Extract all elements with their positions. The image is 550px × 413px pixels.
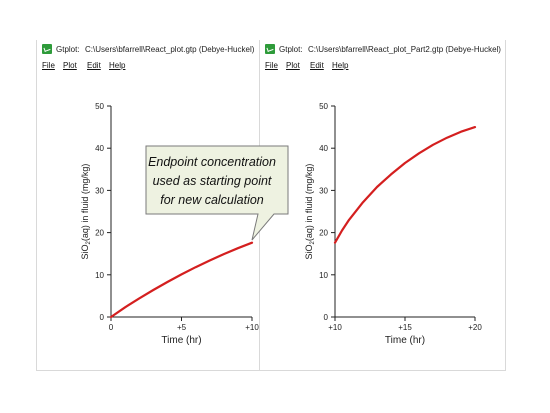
window-title-app: Gtplot:	[56, 45, 80, 54]
y-tick-label: 30	[95, 186, 104, 195]
menu-edit[interactable]: Edit	[310, 61, 324, 70]
callout-line: for new calculation	[160, 193, 264, 207]
callout-line: used as starting point	[152, 174, 272, 188]
chart-1: 0 10 20 30 40 50 0 +5 +10 Time (hr) SiO2(aq) in fl…	[80, 102, 259, 346]
callout-text: Endpoint concentration used as starting …	[147, 153, 277, 210]
menu-file[interactable]: File	[42, 61, 55, 70]
menu-edit[interactable]: Edit	[87, 61, 101, 70]
menu-plot[interactable]: Plot	[63, 61, 77, 70]
x-axis-label: Time (hr)	[385, 335, 425, 346]
gtplot-app-icon	[265, 44, 275, 54]
y-tick-label: 0	[100, 313, 105, 322]
window-title-path: C:\Users\bfarrell\React_plot_Part2.gtp (…	[308, 45, 501, 54]
x-tick-label: +20	[468, 323, 482, 332]
y-tick-label: 40	[95, 144, 104, 153]
title-bar: Gtplot: C:\Users\bfarrell\React_plot_Par…	[260, 40, 505, 58]
y-tick-label: 20	[95, 229, 104, 238]
y-tick-label: 50	[95, 102, 104, 111]
gtplot-app-icon	[42, 44, 52, 54]
series-line	[333, 126, 477, 244]
x-tick-label: +10	[328, 323, 342, 332]
y-tick-label: 40	[319, 144, 328, 153]
y-tick-label: 20	[319, 229, 328, 238]
window-title-path: C:\Users\bfarrell\React_plot.gtp (Debye-…	[85, 45, 255, 54]
chart-2: 0 10 20 30 40 50 +10 +15 +20 Time (hr) SiO2(aq) in…	[304, 102, 482, 346]
title-bar: Gtplot: C:\Users\bfarrell\React_plot.gtp…	[37, 40, 260, 58]
x-tick-label: +5	[177, 323, 187, 332]
x-tick-label: 0	[109, 323, 114, 332]
y-tick-label: 30	[319, 186, 328, 195]
menu-file[interactable]: File	[265, 61, 278, 70]
y-tick-label: 10	[95, 271, 104, 280]
menu-help[interactable]: Help	[109, 61, 126, 70]
x-axis-label: Time (hr)	[161, 335, 201, 346]
gtplot-window-2: Gtplot: C:\Users\bfarrell\React_plot_Par…	[259, 40, 506, 371]
x-tick-label: +10	[245, 323, 259, 332]
window-title-app: Gtplot:	[279, 45, 303, 54]
y-tick-label: 10	[319, 271, 328, 280]
callout-line: Endpoint concentration	[148, 155, 276, 169]
y-tick-label: 0	[324, 313, 329, 322]
y-tick-label: 50	[319, 102, 328, 111]
y-axis-label: SiO2(aq) in fluid (mg/kg)	[304, 164, 316, 260]
x-tick-label: +15	[398, 323, 412, 332]
series-line	[109, 241, 254, 319]
y-axis-label: SiO2(aq) in fluid (mg/kg)	[80, 164, 92, 260]
menu-help[interactable]: Help	[332, 61, 349, 70]
menu-plot[interactable]: Plot	[286, 61, 300, 70]
